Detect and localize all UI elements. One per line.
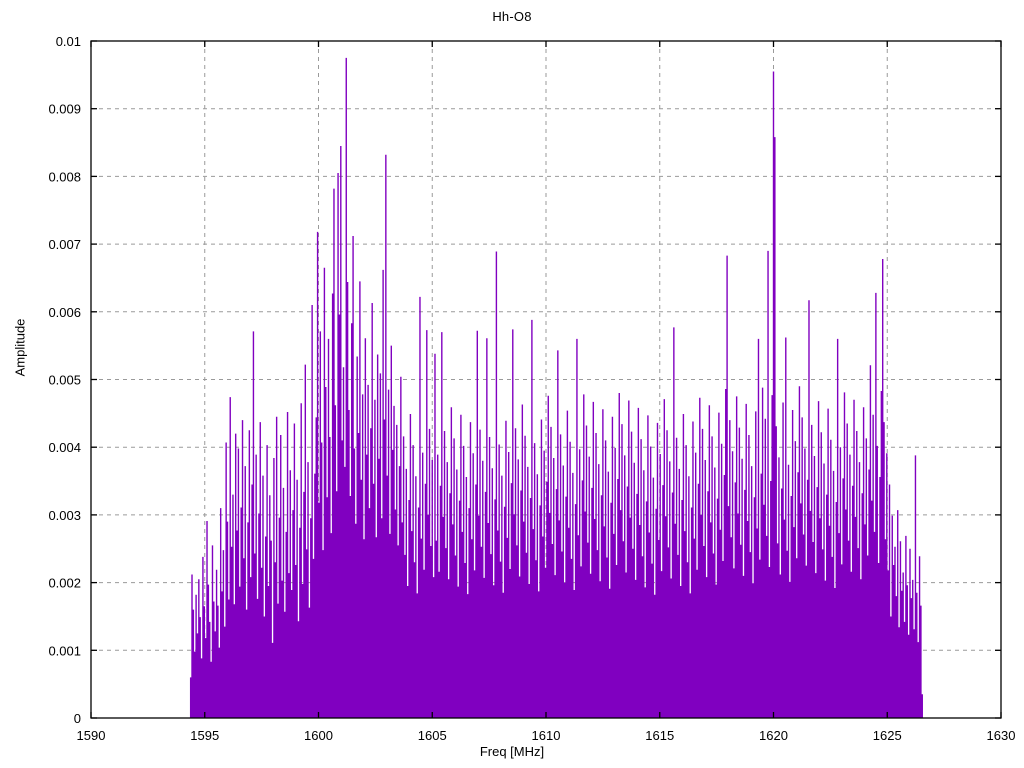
tick-marks — [90, 40, 1002, 719]
y-tick-label: 0 — [74, 711, 81, 726]
x-tick-label: 1625 — [873, 728, 902, 743]
y-tick-label: 0.005 — [48, 373, 81, 388]
y-tick-labels: 0 0.001 0.002 0.003 0.004 0.005 0.006 0.007 0.00… — [48, 34, 81, 726]
y-tick-label: 0.002 — [48, 576, 81, 591]
x-tick-labels: 1590 1595 1600 1605 1610 1615 1620 1625 1630 — [77, 728, 1016, 743]
x-tick-label: 1620 — [759, 728, 788, 743]
data-series-impulses — [189, 57, 923, 718]
x-axis-label: Freq [MHz] — [479, 744, 545, 759]
x-tick-label: 1595 — [190, 728, 219, 743]
x-tick-label: 1605 — [418, 728, 447, 743]
y-tick-label: 0.008 — [48, 169, 81, 184]
chart-title: Hh-O8 — [492, 9, 532, 24]
y-tick-label: 0.006 — [48, 305, 81, 320]
y-tick-label: 0.003 — [48, 508, 81, 523]
y-tick-label: 0.01 — [56, 34, 81, 49]
y-axis-label: Amplitude — [12, 318, 28, 377]
x-tick-label: 1630 — [987, 728, 1016, 743]
x-tick-label: 1615 — [645, 728, 674, 743]
x-tick-label: 1600 — [304, 728, 333, 743]
x-tick-label: 1610 — [532, 728, 561, 743]
y-tick-label: 0.004 — [48, 440, 81, 455]
y-tick-label: 0.009 — [48, 102, 81, 117]
x-tick-label: 1590 — [77, 728, 106, 743]
y-tick-label: 0.007 — [48, 237, 81, 252]
y-tick-label: 0.001 — [48, 643, 81, 658]
